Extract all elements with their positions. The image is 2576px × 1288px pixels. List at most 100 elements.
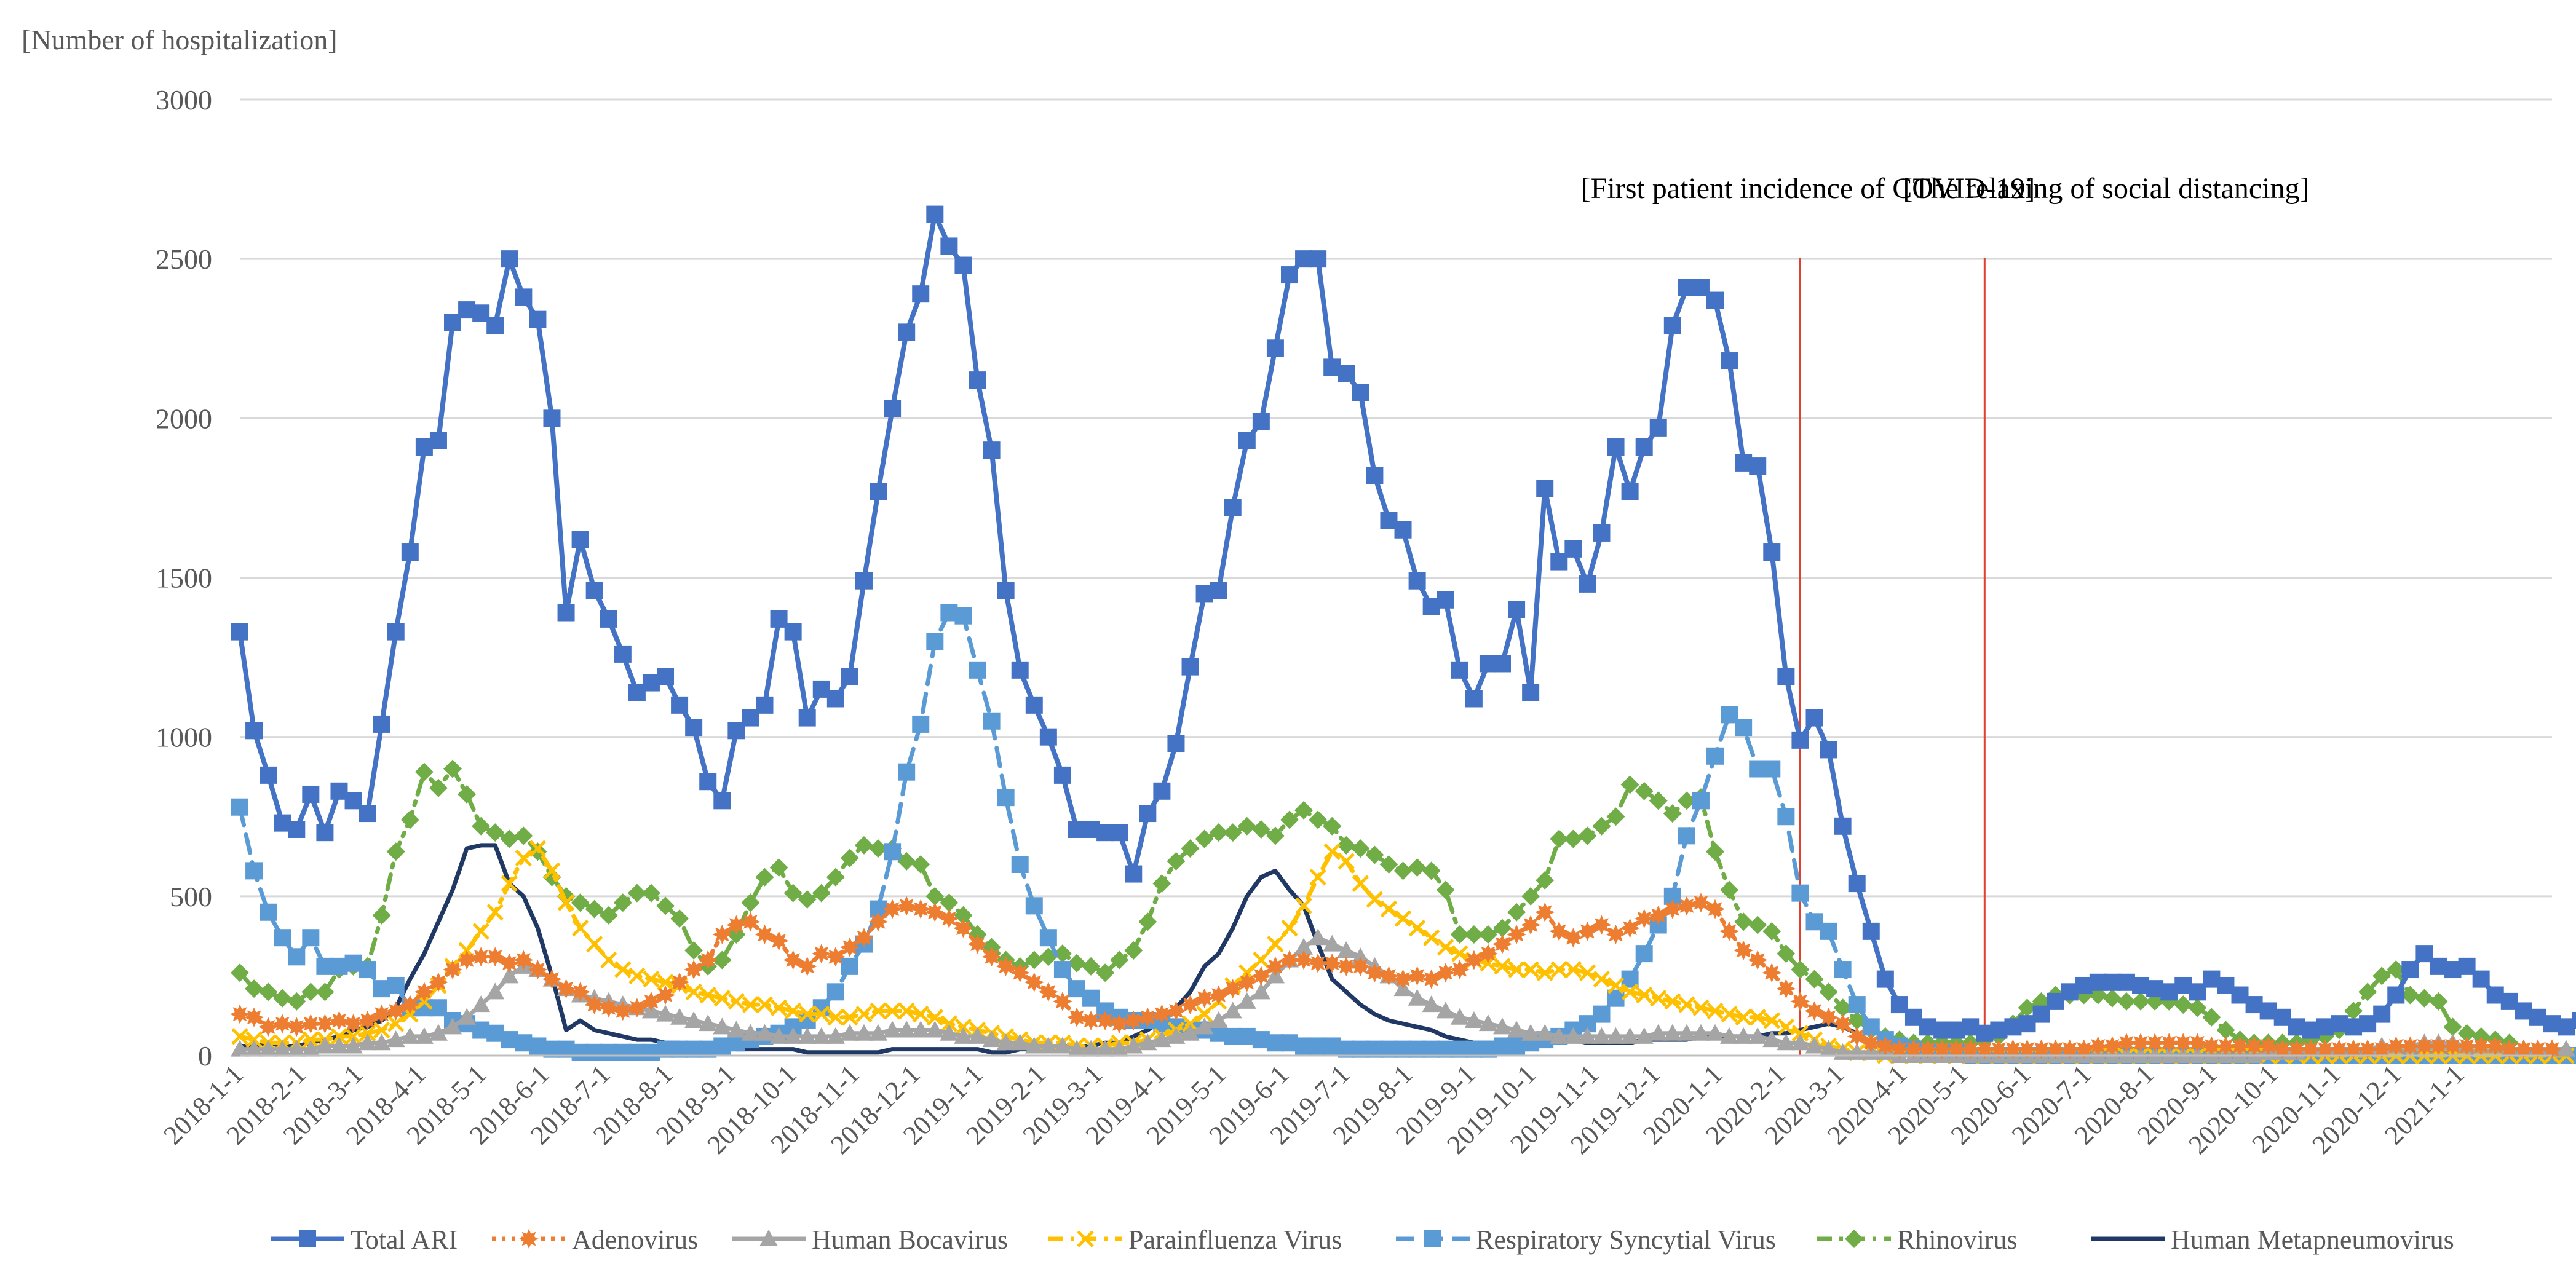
point-human-bocavirus-76 bbox=[1309, 928, 1328, 946]
legend: Total ARI Adenovirus Human Bocavirus Parain… bbox=[271, 1225, 2454, 1255]
point-human-bocavirus-90 bbox=[1507, 1021, 1526, 1038]
point-total-ari-11 bbox=[387, 623, 405, 641]
point-parainfluenza-virus-79-stroke-b bbox=[1352, 875, 1369, 892]
point-human-bocavirus-99 bbox=[1635, 1027, 1654, 1044]
point-rhinovirus-85 bbox=[1436, 880, 1455, 899]
point-human-bocavirus-77 bbox=[1323, 934, 1342, 952]
point-adenovirus-35 bbox=[726, 915, 747, 935]
point-respiratory-syncytial-virus-53 bbox=[983, 712, 1001, 730]
point-human-bocavirus-109 bbox=[1777, 1033, 1796, 1051]
point-respiratory-syncytial-virus-46 bbox=[884, 843, 902, 861]
point-total-ari-80 bbox=[1366, 467, 1384, 484]
point-adenovirus-119 bbox=[1918, 1039, 1938, 1059]
point-total-ari-33 bbox=[699, 773, 717, 791]
point-parainfluenza-virus-74 bbox=[1281, 919, 1298, 937]
point-rhinovirus-40 bbox=[798, 890, 817, 909]
point-human-bocavirus-31 bbox=[670, 1008, 689, 1025]
point-human-bocavirus-79 bbox=[1351, 947, 1370, 965]
point-human-bocavirus-102 bbox=[1677, 1024, 1696, 1041]
point-adenovirus-106 bbox=[1734, 941, 1754, 960]
point-human-bocavirus-17 bbox=[472, 995, 491, 1013]
point-rhinovirus-1 bbox=[245, 979, 264, 998]
x-axis-ticks: 2018-1-12018-2-12018-3-12018-4-12018-5-1… bbox=[157, 1059, 2470, 1160]
point-total-ari-107 bbox=[1749, 457, 1767, 475]
point-adenovirus-46 bbox=[882, 899, 903, 919]
point-rhinovirus-107 bbox=[1748, 915, 1767, 934]
point-parainfluenza-virus-103-stroke-b bbox=[1692, 999, 1710, 1017]
point-parainfluenza-virus-104-stroke-b bbox=[1706, 1002, 1724, 1020]
point-total-ari-158 bbox=[2472, 970, 2490, 988]
point-total-ari-14 bbox=[429, 432, 447, 449]
point-rhinovirus-62 bbox=[1110, 950, 1129, 970]
point-total-ari-50 bbox=[940, 237, 958, 255]
point-adenovirus-81 bbox=[1379, 966, 1399, 986]
point-total-ari-42 bbox=[826, 690, 844, 708]
legend-swatch-marker-parainfluenza-virus-stroke-b bbox=[1077, 1230, 1094, 1247]
point-parainfluenza-virus-93-stroke-b bbox=[1550, 961, 1568, 978]
point-adenovirus-102 bbox=[1676, 896, 1697, 916]
point-respiratory-syncytial-virus-51 bbox=[954, 607, 972, 625]
point-rhinovirus-76 bbox=[1309, 810, 1328, 829]
point-rhinovirus-113 bbox=[1833, 998, 1852, 1017]
point-parainfluenza-virus-105 bbox=[1721, 1005, 1738, 1023]
point-adenovirus-75 bbox=[1294, 950, 1314, 970]
point-respiratory-syncytial-virus-52 bbox=[969, 661, 986, 679]
point-human-bocavirus-52 bbox=[968, 1027, 987, 1044]
point-adenovirus-125 bbox=[2003, 1039, 2023, 1059]
point-adenovirus-121 bbox=[1946, 1039, 1967, 1059]
point-total-ari-54 bbox=[997, 582, 1015, 599]
legend-swatch-marker-rhinovirus bbox=[1845, 1230, 1863, 1248]
point-total-ari-113 bbox=[1834, 817, 1852, 835]
point-adenovirus-159 bbox=[2485, 1036, 2505, 1056]
point-human-bocavirus-84 bbox=[1422, 995, 1441, 1013]
point-human-bocavirus-94 bbox=[1564, 1027, 1583, 1044]
point-parainfluenza-virus-0 bbox=[231, 1028, 248, 1045]
point-parainfluenza-virus-107-stroke-b bbox=[1749, 1009, 1766, 1026]
point-human-bocavirus-50 bbox=[940, 1024, 959, 1041]
point-total-ari-23 bbox=[557, 604, 575, 622]
point-parainfluenza-virus-34 bbox=[713, 989, 731, 1007]
point-human-bocavirus-5 bbox=[301, 1040, 320, 1057]
point-human-bocavirus-2 bbox=[259, 1040, 278, 1057]
point-human-bocavirus-34 bbox=[713, 1017, 732, 1035]
point-adenovirus-158 bbox=[2471, 1036, 2491, 1056]
point-rhinovirus-44 bbox=[854, 836, 873, 855]
point-rhinovirus-88 bbox=[1478, 925, 1497, 944]
point-adenovirus-39 bbox=[783, 950, 803, 970]
point-rhinovirus-51 bbox=[954, 906, 973, 925]
point-parainfluenza-virus-51 bbox=[954, 1018, 972, 1036]
point-total-ari-1 bbox=[245, 722, 263, 740]
legend-label-total-ari: Total ARI bbox=[351, 1225, 458, 1255]
point-adenovirus-19 bbox=[499, 953, 520, 973]
point-total-ari-37 bbox=[756, 696, 774, 714]
point-parainfluenza-virus-10 bbox=[373, 1021, 390, 1039]
point-parainfluenza-virus-48-stroke-b bbox=[912, 1005, 930, 1023]
point-parainfluenza-virus-86-stroke-b bbox=[1451, 945, 1468, 962]
point-parainfluenza-virus-7 bbox=[330, 1028, 348, 1045]
point-parainfluenza-virus-100-stroke-b bbox=[1649, 989, 1667, 1007]
point-parainfluenza-virus-45-stroke-b bbox=[870, 1002, 887, 1020]
point-rhinovirus-14 bbox=[429, 778, 448, 797]
point-adenovirus-21 bbox=[528, 960, 548, 979]
point-rhinovirus-38 bbox=[769, 858, 788, 877]
point-respiratory-syncytial-virus-54 bbox=[997, 789, 1015, 807]
point-human-bocavirus-1 bbox=[245, 1040, 264, 1057]
point-parainfluenza-virus-84 bbox=[1422, 929, 1440, 946]
point-parainfluenza-virus-5-stroke-b bbox=[302, 1031, 320, 1048]
point-adenovirus-1 bbox=[244, 1007, 264, 1027]
point-total-ari-39 bbox=[784, 623, 802, 641]
point-adenovirus-18 bbox=[485, 947, 505, 967]
point-total-ari-115 bbox=[1862, 922, 1880, 940]
point-parainfluenza-virus-36-stroke-b bbox=[742, 996, 759, 1013]
point-adenovirus-49 bbox=[925, 902, 945, 922]
point-parainfluenza-virus-27 bbox=[614, 961, 632, 978]
point-parainfluenza-virus-91-stroke-b bbox=[1522, 961, 1539, 978]
point-rhinovirus-82 bbox=[1393, 861, 1413, 880]
point-total-ari-55 bbox=[1011, 661, 1029, 679]
point-human-bocavirus-87 bbox=[1464, 1011, 1483, 1028]
point-total-ari-18 bbox=[486, 317, 504, 335]
point-parainfluenza-virus-102 bbox=[1678, 996, 1695, 1013]
point-human-bocavirus-58 bbox=[1053, 1037, 1072, 1054]
point-parainfluenza-virus-75-stroke-b bbox=[1295, 897, 1312, 915]
point-total-ari-12 bbox=[401, 543, 419, 561]
